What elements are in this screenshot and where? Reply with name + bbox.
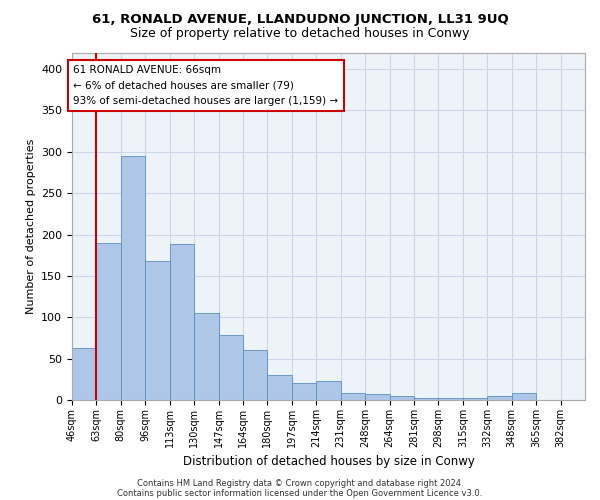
Text: Contains HM Land Registry data © Crown copyright and database right 2024.: Contains HM Land Registry data © Crown c… (137, 478, 463, 488)
X-axis label: Distribution of detached houses by size in Conwy: Distribution of detached houses by size … (182, 455, 475, 468)
Y-axis label: Number of detached properties: Number of detached properties (26, 138, 35, 314)
Bar (414, 398, 439, 400)
Bar (121, 156, 145, 400)
Text: Size of property relative to detached houses in Conwy: Size of property relative to detached ho… (130, 28, 470, 40)
Bar (389, 396, 414, 400)
Bar (97, 243, 121, 400)
Bar (341, 394, 365, 400)
Bar (463, 398, 487, 400)
Bar (316, 381, 341, 400)
Bar (72, 348, 97, 400)
Bar (512, 394, 536, 400)
Text: 61 RONALD AVENUE: 66sqm
← 6% of detached houses are smaller (79)
93% of semi-det: 61 RONALD AVENUE: 66sqm ← 6% of detached… (73, 65, 338, 106)
Text: 61, RONALD AVENUE, LLANDUDNO JUNCTION, LL31 9UQ: 61, RONALD AVENUE, LLANDUDNO JUNCTION, L… (92, 12, 508, 26)
Bar (487, 396, 512, 400)
Bar (170, 244, 194, 400)
Bar (365, 394, 389, 400)
Bar (243, 350, 268, 400)
Bar (218, 336, 243, 400)
Text: Contains public sector information licensed under the Open Government Licence v3: Contains public sector information licen… (118, 488, 482, 498)
Bar (194, 313, 218, 400)
Bar (268, 375, 292, 400)
Bar (439, 398, 463, 400)
Bar (145, 261, 170, 400)
Bar (292, 384, 316, 400)
